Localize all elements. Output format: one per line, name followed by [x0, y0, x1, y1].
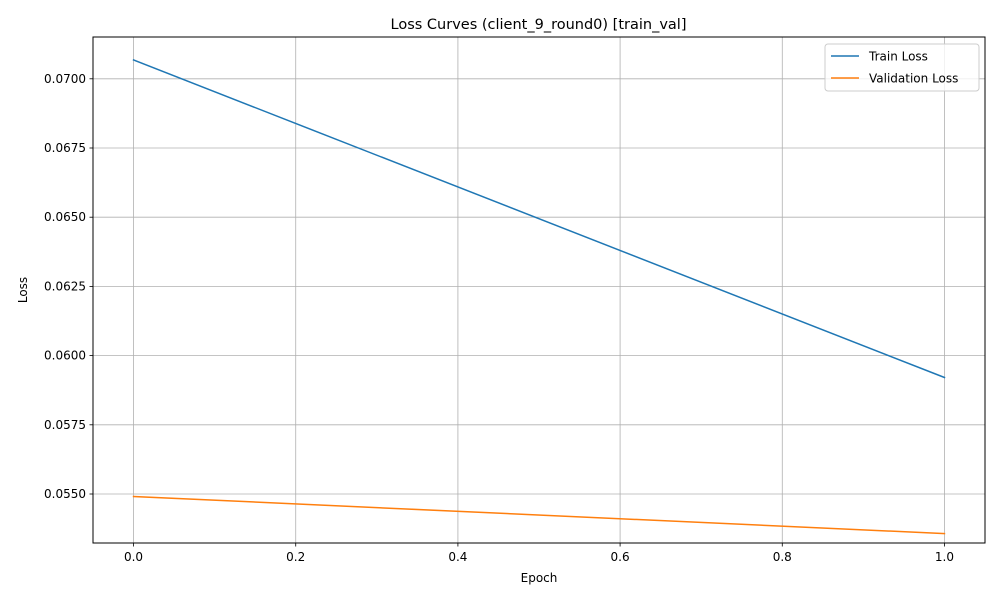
y-tick-label: 0.0650	[44, 210, 86, 224]
y-tick-label: 0.0600	[44, 349, 86, 363]
plot-frame	[92, 36, 986, 544]
series-line	[132, 58, 946, 379]
x-tick-label: 0.2	[286, 550, 305, 564]
series-line	[132, 495, 946, 535]
grid	[93, 37, 985, 543]
y-tick-label: 0.0675	[44, 141, 86, 155]
y-tick-label: 0.0575	[44, 418, 86, 432]
chart-title: Loss Curves (client_9_round0) [train_val…	[391, 17, 687, 33]
x-tick-label: 0.0	[124, 550, 143, 564]
x-tick-label: 0.6	[611, 550, 630, 564]
y-tick-label: 0.0700	[44, 72, 86, 86]
x-axis-label: Epoch	[521, 571, 558, 585]
y-axis-label: Loss	[16, 277, 30, 303]
series-lines	[132, 58, 946, 535]
x-tick-label: 0.4	[448, 550, 467, 564]
legend-label: Validation Loss	[869, 72, 958, 86]
legend-box	[824, 43, 980, 92]
x-tick-label: 0.8	[773, 550, 792, 564]
axis-ticks: 0.0 0.2 0.4 0.6 0.8 1.0 0.0550 0.0575 0.0600 0.06…	[44, 72, 954, 564]
y-tick-label: 0.0625	[44, 279, 86, 293]
x-tick-label: 1.0	[935, 550, 954, 564]
legend: Train Loss Validation Loss	[824, 43, 980, 92]
y-tick-label: 0.0550	[44, 487, 86, 501]
legend-label: Train Loss	[868, 50, 928, 64]
